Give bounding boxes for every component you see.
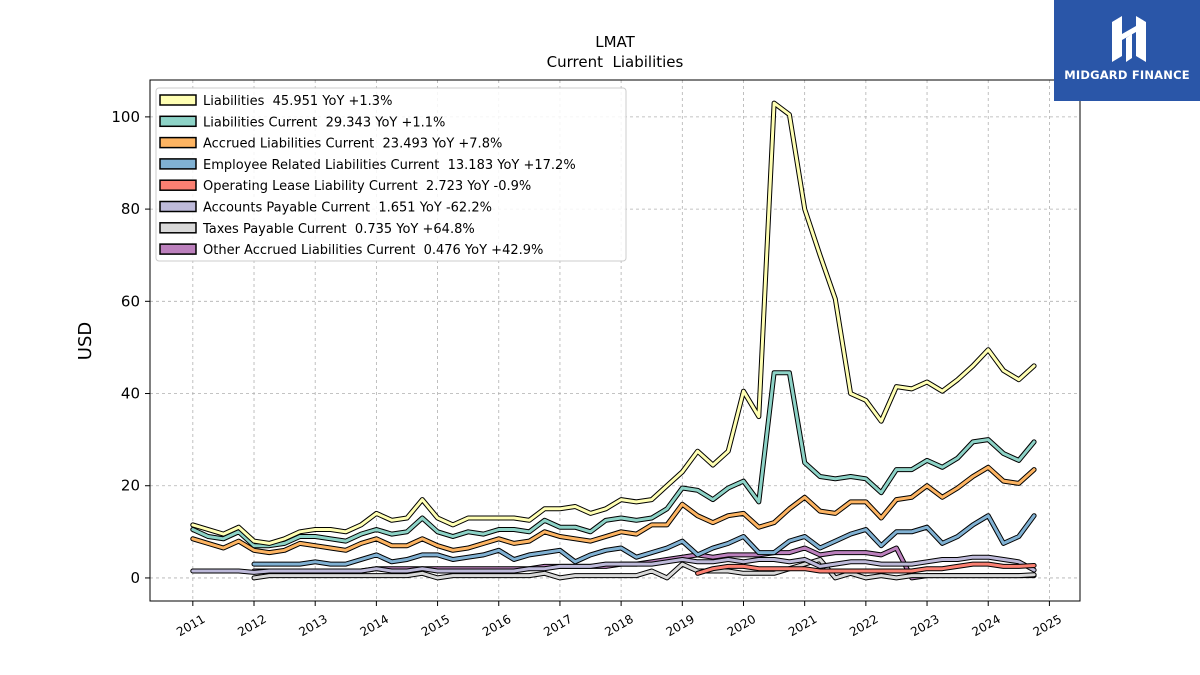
x-tick-label: 2015	[419, 612, 452, 639]
legend-label: Liabilities Current 29.343 YoY +1.1%	[203, 115, 445, 130]
legend-label: Taxes Payable Current 0.735 YoY +64.8%	[202, 222, 475, 237]
plot-frame	[149, 79, 1081, 602]
x-tick-label: 2017	[541, 612, 574, 639]
y-tick-label: 60	[121, 292, 140, 310]
x-tick-label: 2023	[908, 612, 941, 639]
legend-swatch	[159, 200, 197, 213]
x-tick-label: 2022	[847, 612, 880, 639]
y-axis-label: USD	[75, 322, 96, 360]
legend-label: Employee Related Liabilities Current 13.…	[203, 158, 576, 173]
series-line-1	[191, 371, 1036, 548]
series-line-0	[191, 101, 1036, 545]
y-tick-label: 100	[111, 108, 140, 126]
series-line-5	[191, 555, 1036, 574]
y-tick-label: 20	[121, 477, 140, 495]
legend-label: Liabilities 45.951 YoY +1.3%	[203, 94, 392, 109]
x-tick-label: 2012	[235, 612, 268, 639]
legend-swatch	[159, 115, 197, 128]
y-tick-label: 0	[130, 569, 140, 587]
legend-swatch	[159, 222, 197, 234]
series-line-6	[252, 558, 1036, 580]
x-tick-label: 2025	[1031, 612, 1064, 639]
series-line-2	[191, 465, 1036, 555]
x-tick-label: 2011	[174, 612, 207, 639]
legend-swatch	[159, 94, 197, 106]
legend-swatch	[159, 136, 197, 149]
y-tick-label: 80	[121, 200, 140, 218]
series-line-3	[252, 514, 1036, 566]
y-tick-label: 40	[121, 385, 140, 403]
midgard-logo-icon	[1112, 16, 1146, 62]
legend-label: Other Accrued Liabilities Current 0.476 …	[203, 243, 543, 258]
brand-name: MIDGARD FINANCE	[1064, 68, 1190, 82]
x-tick-label: 2016	[480, 612, 513, 639]
legend-label: Accrued Liabilities Current 23.493 YoY +…	[203, 137, 502, 152]
x-tick-label: 2014	[358, 612, 391, 639]
x-tick-label: 2020	[725, 612, 758, 639]
chart-subtitle: Current Liabilities	[547, 53, 684, 71]
legend-swatch	[159, 179, 197, 191]
brand-logo: MIDGARD FINANCE	[1054, 0, 1200, 101]
legend-label: Accounts Payable Current 1.651 YoY -62.2…	[203, 201, 492, 216]
x-tick-label: 2021	[786, 612, 819, 639]
x-tick-label: 2013	[296, 612, 329, 639]
series-line-4	[696, 562, 1036, 575]
legend-swatch	[159, 243, 197, 255]
x-tick-label: 2019	[664, 612, 697, 639]
legend-box	[155, 87, 627, 262]
legend-label: Operating Lease Liability Current 2.723 …	[203, 179, 531, 194]
x-tick-label: 2018	[602, 612, 635, 639]
series-line-outline-2	[190, 464, 1037, 556]
chart-title: LMAT	[595, 33, 635, 51]
x-tick-label: 2024	[969, 612, 1002, 639]
legend-swatch	[159, 158, 197, 170]
